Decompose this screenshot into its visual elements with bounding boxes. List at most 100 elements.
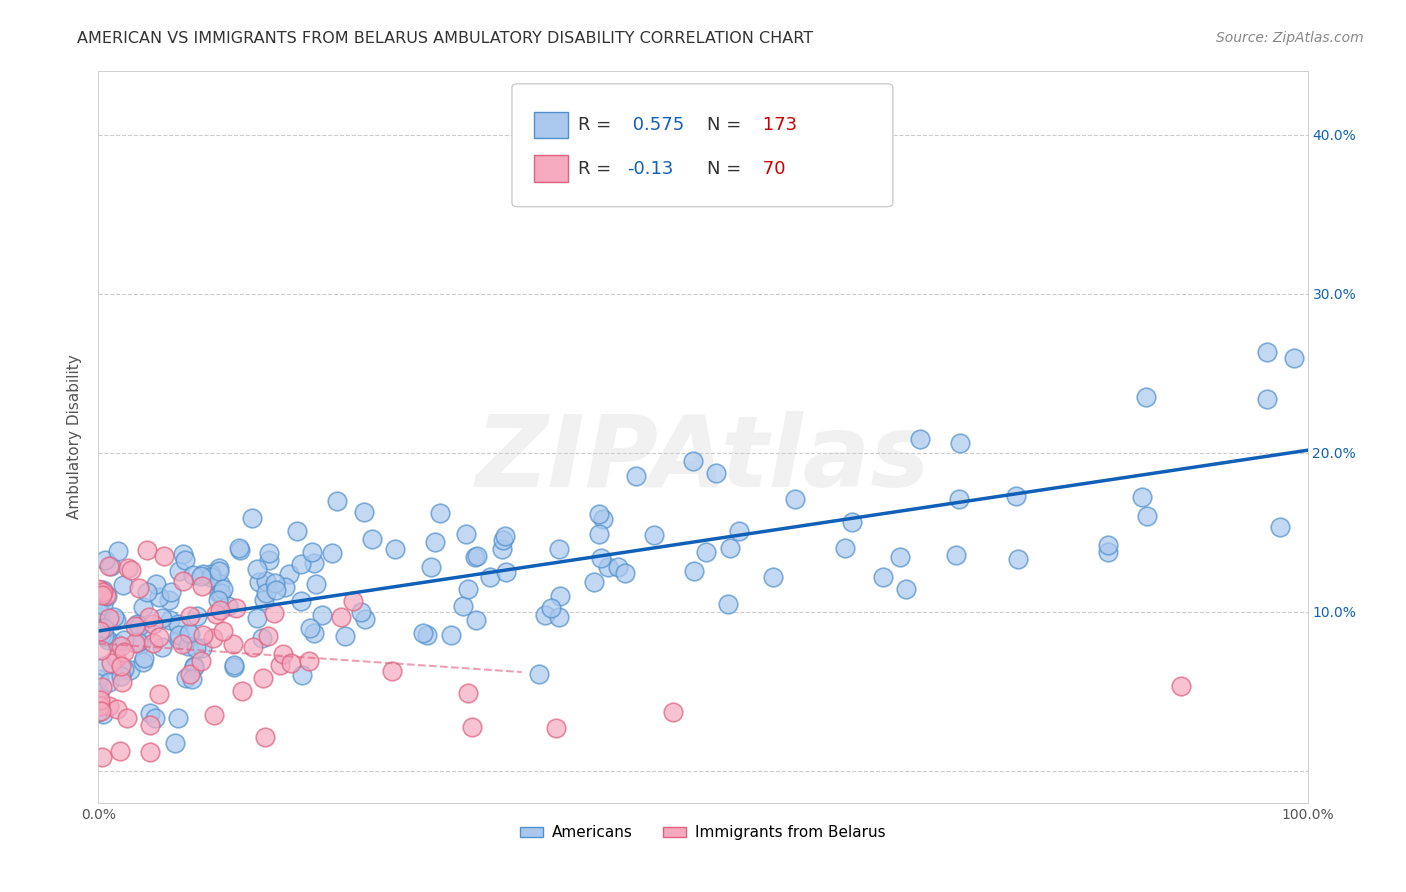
Point [179,608,201,623]
Point [263,607,285,621]
Point [136,543,159,558]
Point [165,736,187,750]
Point [280,656,302,670]
Point [87,582,110,597]
Point [350,606,373,620]
Point [159,613,181,627]
Point [105,650,128,665]
Point [191,579,214,593]
Point [120,563,142,577]
Point [311,608,333,623]
Point [172,547,194,561]
Point [93,629,115,643]
Point [291,668,314,682]
Point [148,631,170,645]
Point [256,574,278,588]
Point [89,686,111,700]
Point [183,660,205,674]
Point [229,543,252,558]
Point [98,611,121,625]
Point [186,609,208,624]
Point [246,562,269,576]
Point [105,637,128,651]
Point [167,632,190,646]
Point [179,667,201,681]
Point [93,621,115,635]
Point [872,570,894,584]
Point [183,568,205,582]
Point [129,637,152,651]
Point [548,610,571,624]
Point [166,617,188,632]
Point [193,628,215,642]
Point [174,671,197,685]
Point [240,510,263,524]
Point [614,566,637,580]
Point [1256,392,1278,406]
Point [200,570,222,584]
Point [440,628,463,642]
Point [271,648,294,662]
Point [290,593,312,607]
Point [138,610,160,624]
Point [167,564,190,578]
Point [89,692,111,706]
Point [217,599,239,613]
Point [90,643,112,657]
Point [718,541,741,556]
Point [491,541,513,556]
Point [544,721,567,735]
Point [529,667,551,681]
Point [115,711,138,725]
Point [179,627,201,641]
Point [592,512,614,526]
Text: ZIPAtlas: ZIPAtlas [475,410,931,508]
Point [834,541,856,556]
Point [205,607,228,621]
Point [419,560,441,574]
Point [97,633,120,648]
Point [124,636,146,650]
Point [159,585,181,599]
Point [548,589,571,603]
Point [465,613,488,627]
Point [228,541,250,556]
Point [277,567,299,582]
Point [148,590,170,604]
Point [204,707,226,722]
Text: AMERICAN VS IMMIGRANTS FROM BELARUS AMBULATORY DISABILITY CORRELATION CHART: AMERICAN VS IMMIGRANTS FROM BELARUS AMBU… [77,31,814,46]
Point [456,526,478,541]
Point [167,710,190,724]
Point [120,664,142,678]
Point [136,585,159,599]
Point [290,557,312,571]
Point [112,632,135,647]
Point [683,565,706,579]
Point [298,655,321,669]
Text: Source: ZipAtlas.com: Source: ZipAtlas.com [1216,31,1364,45]
Point [180,672,202,686]
Point [429,506,451,520]
Text: -0.13: -0.13 [627,160,673,178]
Point [209,586,232,600]
Point [112,578,135,592]
Point [91,706,114,721]
Point [662,705,685,719]
Point [125,617,148,632]
Point [134,650,156,665]
Point [540,600,562,615]
Point [263,575,285,590]
Point [889,549,911,564]
Point [184,641,207,656]
Point [762,570,785,584]
Point [457,686,479,700]
Point [321,546,343,560]
Point [461,720,484,734]
Point [908,432,931,446]
Point [89,582,111,597]
Point [139,706,162,721]
Point [100,656,122,670]
Point [87,706,110,720]
Text: 0.575: 0.575 [627,116,685,134]
Point [91,583,114,598]
